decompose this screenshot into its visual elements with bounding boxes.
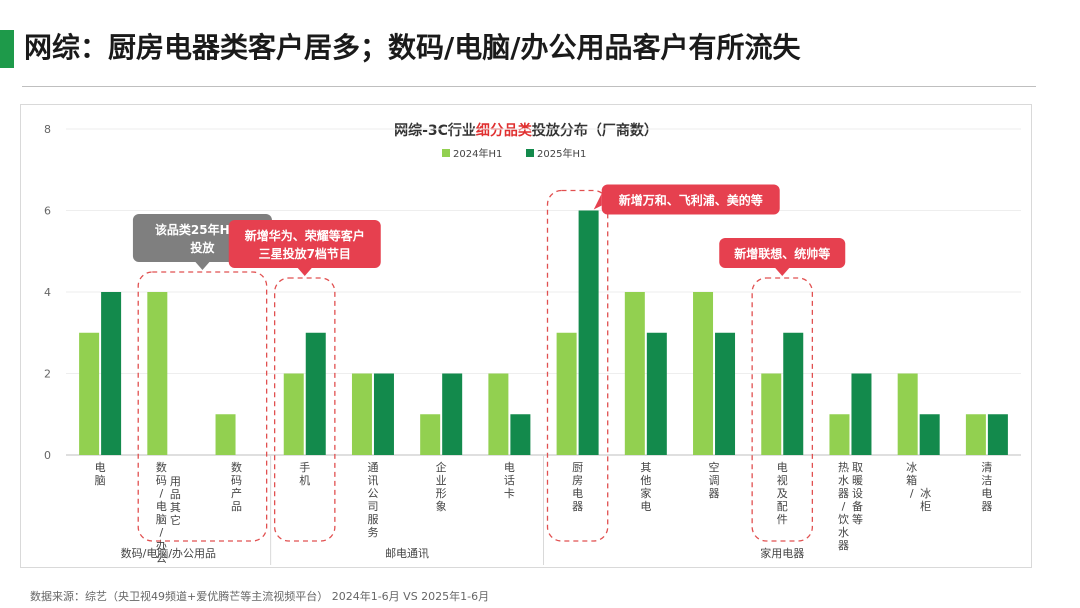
bar-2025 (578, 210, 599, 455)
callouts: 该品类25年H1未投放新增华为、荣耀等客户三星投放7档节目新增万和、飞利浦、美的… (132, 184, 846, 276)
bar-2025 (715, 332, 736, 455)
legend-swatch-2025 (526, 149, 534, 157)
bar-2024 (761, 373, 782, 455)
y-tick-label: 8 (44, 123, 51, 136)
callout-text: 新增联想、统帅等 (734, 246, 830, 261)
title-divider (22, 86, 1036, 87)
chart-panel: 网综-3C行业细分品类投放分布（厂商数） 2024年H1 2025年H1 0 2 4… (20, 104, 1032, 568)
bar-2024 (556, 332, 577, 455)
bar-2024 (215, 414, 236, 455)
x-tick-label: 取暖设备等 (852, 461, 863, 526)
bar-2025 (783, 332, 804, 455)
x-tick-label: 数码产品 (231, 461, 242, 513)
bar-2024 (420, 414, 441, 455)
callout-text: 投放 (190, 240, 215, 255)
bar-2025 (373, 373, 394, 455)
x-tick-label: 冰箱/ (906, 461, 917, 500)
legend-swatch-2024 (442, 149, 450, 157)
grid-lines (66, 128, 1021, 456)
callout: 新增万和、飞利浦、美的等 (593, 184, 780, 215)
bar-2024 (79, 332, 100, 455)
chart-title-part-3: 投放分布（厂商数） (532, 122, 658, 139)
legend-label-2025: 2025年H1 (537, 147, 586, 160)
x-tick-label: 用品其它 (170, 475, 181, 527)
group-label: 邮电通讯 (385, 547, 429, 560)
bar-2025 (442, 373, 463, 455)
callout-box (719, 238, 846, 268)
x-tick-label: 电话卡 (504, 461, 515, 500)
callout-text: 该品类25年H1未 (155, 222, 250, 237)
x-tick-label: 清洁电器 (981, 461, 992, 513)
x-tick-label: 通讯公司服务 (367, 461, 378, 539)
callout-text: 新增万和、飞利浦、美的等 (619, 193, 763, 208)
callout-pointer (593, 193, 602, 210)
x-tick-label: 手机 (299, 460, 310, 487)
x-tick-label: 热水器/饮水器 (838, 461, 849, 552)
x-tick-label: 其他家电 (640, 461, 651, 513)
x-tick-label: 厨房电器 (572, 461, 583, 513)
bar-2024 (829, 414, 850, 455)
chart-title: 网综-3C行业细分品类投放分布（厂商数） (394, 122, 658, 139)
bar-2024 (351, 373, 372, 455)
bar-2025 (646, 332, 667, 455)
x-tick-label: 数码/电脑/办公 (156, 461, 167, 565)
bar-2025 (510, 414, 531, 455)
highlight-box (273, 277, 336, 542)
highlight-boxes (137, 189, 814, 542)
bar-2025 (305, 332, 326, 455)
chart-title-part-2: 细分品类 (476, 122, 533, 139)
callout-box (228, 220, 381, 268)
group-label: 数码/电脑/办公用品 (121, 547, 216, 560)
bar-2024 (283, 373, 304, 455)
bar-2024 (624, 292, 645, 455)
highlight-box (751, 277, 814, 542)
y-tick-label: 4 (44, 286, 51, 299)
bar-2024 (488, 373, 509, 455)
highlight-box (137, 271, 268, 542)
y-tick-label: 6 (44, 205, 51, 218)
bar-2025 (101, 292, 122, 455)
bar-2025 (851, 373, 872, 455)
x-tick-label: 电视及配件 (777, 461, 788, 526)
callout-pointer (775, 268, 790, 276)
x-tick-label: 电脑 (95, 461, 106, 487)
y-tick-label: 0 (44, 449, 51, 462)
bar-2024 (147, 292, 168, 455)
y-tick-label: 2 (44, 368, 51, 381)
callout: 新增联想、统帅等 (719, 238, 846, 276)
x-tick-label: 企业形象 (436, 460, 447, 513)
group-label: 家用电器 (760, 546, 804, 560)
chart-title-part-1: 网综-3C行业 (394, 122, 476, 139)
legend-label-2024: 2024年H1 (453, 147, 502, 160)
bar-chart: 网综-3C行业细分品类投放分布（厂商数） 2024年H1 2025年H1 0 2 4… (44, 122, 1021, 565)
bar-2024 (897, 373, 918, 455)
callout-text: 三星投放7档节目 (259, 246, 351, 261)
page-title: 网综：厨房电器类客户居多；数码/电脑/办公用品客户有所流失 (24, 31, 801, 64)
title-accent-bar (0, 30, 14, 68)
bars (79, 210, 1008, 455)
bar-2024 (965, 414, 986, 455)
callout-box (601, 184, 780, 215)
callout-pointer (297, 268, 312, 276)
highlight-box (546, 189, 609, 542)
x-tick-label: 冰柜 (920, 487, 931, 513)
data-source-note: 数据来源：综艺（央卫视49频道+爱优腾芒等主流视频平台） 2024年1-6月 V… (30, 590, 490, 603)
bar-2025 (919, 414, 940, 455)
callout-text: 新增华为、荣耀等客户 (245, 228, 365, 243)
x-tick-label: 空调器 (709, 460, 720, 500)
category-groups: 数码/电脑/办公用品 邮电通讯 家用电器 (121, 455, 804, 565)
y-axis: 0 2 4 6 8 (44, 123, 51, 462)
callout-pointer (195, 262, 210, 270)
bar-2024 (693, 292, 714, 455)
bar-2025 (987, 414, 1008, 455)
